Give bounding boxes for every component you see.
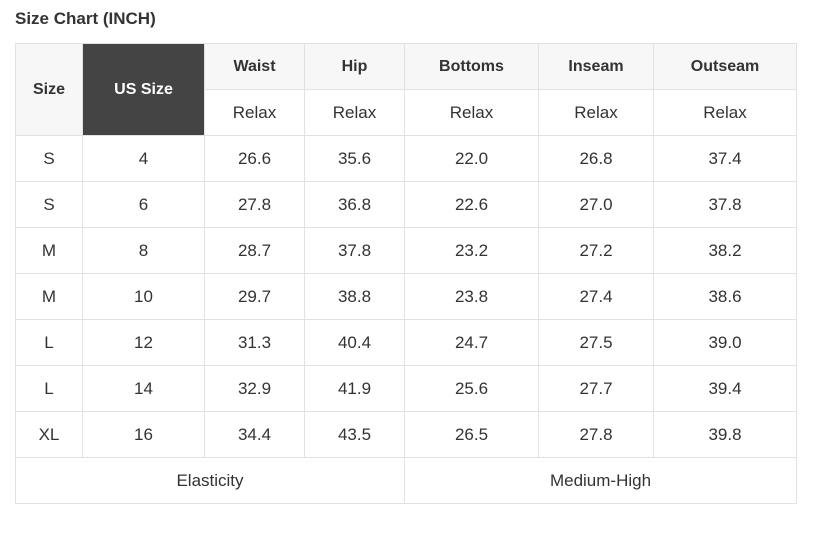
table-cell: 25.6 [404, 365, 539, 412]
table-cell: 39.0 [653, 319, 797, 366]
table-cell: 32.9 [204, 365, 305, 412]
table-cell: L [15, 319, 83, 366]
table-cell: 27.5 [538, 319, 654, 366]
table-row: M 10 29.7 38.8 23.8 27.4 38.6 [15, 273, 797, 320]
table-cell: 16 [82, 411, 205, 458]
table-cell: 6 [82, 181, 205, 228]
table-cell: 37.8 [304, 227, 405, 274]
table-cell: 23.8 [404, 273, 539, 320]
table-cell: 26.5 [404, 411, 539, 458]
table-row: L 14 32.9 41.9 25.6 27.7 39.4 [15, 365, 797, 412]
table-cell: 14 [82, 365, 205, 412]
elasticity-value: Medium-High [404, 457, 797, 504]
table-cell: 38.6 [653, 273, 797, 320]
table-cell: 37.4 [653, 135, 797, 182]
table-cell: M [15, 227, 83, 274]
subheader-cell: Relax [204, 89, 305, 136]
header-size: Size [15, 43, 83, 136]
table-cell: 23.2 [404, 227, 539, 274]
table-row: XL 16 34.4 43.5 26.5 27.8 39.8 [15, 411, 797, 458]
table-cell: 28.7 [204, 227, 305, 274]
subheader-cell: Relax [404, 89, 539, 136]
table-row: S 4 26.6 35.6 22.0 26.8 37.4 [15, 135, 797, 182]
table-cell: 36.8 [304, 181, 405, 228]
table-cell: 31.3 [204, 319, 305, 366]
header-bottoms: Bottoms [404, 43, 539, 90]
table-cell: 37.8 [653, 181, 797, 228]
table-row: L 12 31.3 40.4 24.7 27.5 39.0 [15, 319, 797, 366]
header-row: Size US Size Waist Hip Bottoms Inseam Ou… [15, 43, 797, 136]
table-cell: 26.6 [204, 135, 305, 182]
table-cell: 27.8 [538, 411, 654, 458]
table-cell: 22.0 [404, 135, 539, 182]
table-cell: 39.4 [653, 365, 797, 412]
elasticity-label: Elasticity [15, 457, 405, 504]
table-cell: S [15, 181, 83, 228]
table-cell: 27.2 [538, 227, 654, 274]
table-cell: 40.4 [304, 319, 405, 366]
page-title: Size Chart (INCH) [15, 9, 156, 28]
table-cell: M [15, 273, 83, 320]
header-hip: Hip [304, 43, 405, 90]
table-cell: 27.0 [538, 181, 654, 228]
table-cell: L [15, 365, 83, 412]
table-cell: S [15, 135, 83, 182]
table-cell: 34.4 [204, 411, 305, 458]
table-row: S 6 27.8 36.8 22.6 27.0 37.8 [15, 181, 797, 228]
header-outseam: Outseam [653, 43, 797, 90]
table-cell: 4 [82, 135, 205, 182]
size-chart-table: Size US Size Waist Hip Bottoms Inseam Ou… [15, 43, 797, 504]
table-cell: XL [15, 411, 83, 458]
header-waist: Waist [204, 43, 305, 90]
table-row: M 8 28.7 37.8 23.2 27.2 38.2 [15, 227, 797, 274]
table-cell: 12 [82, 319, 205, 366]
table-cell: 27.8 [204, 181, 305, 228]
subheader-cell: Relax [304, 89, 405, 136]
table-cell: 27.7 [538, 365, 654, 412]
table-cell: 24.7 [404, 319, 539, 366]
table-cell: 41.9 [304, 365, 405, 412]
table-cell: 43.5 [304, 411, 405, 458]
table-cell: 26.8 [538, 135, 654, 182]
table-cell: 22.6 [404, 181, 539, 228]
table-cell: 29.7 [204, 273, 305, 320]
subheader-cell: Relax [538, 89, 654, 136]
table-cell: 39.8 [653, 411, 797, 458]
subheader-row: Relax Relax Relax Relax Relax [16, 89, 797, 136]
table-cell: 10 [82, 273, 205, 320]
table-cell: 38.2 [653, 227, 797, 274]
table-cell: 35.6 [304, 135, 405, 182]
header-inseam: Inseam [538, 43, 654, 90]
subheader-cell: Relax [653, 89, 797, 136]
table-cell: 27.4 [538, 273, 654, 320]
table-cell: 8 [82, 227, 205, 274]
table-cell: 38.8 [304, 273, 405, 320]
header-us-size: US Size [82, 43, 205, 136]
footer-row: Elasticity Medium-High [15, 457, 797, 504]
